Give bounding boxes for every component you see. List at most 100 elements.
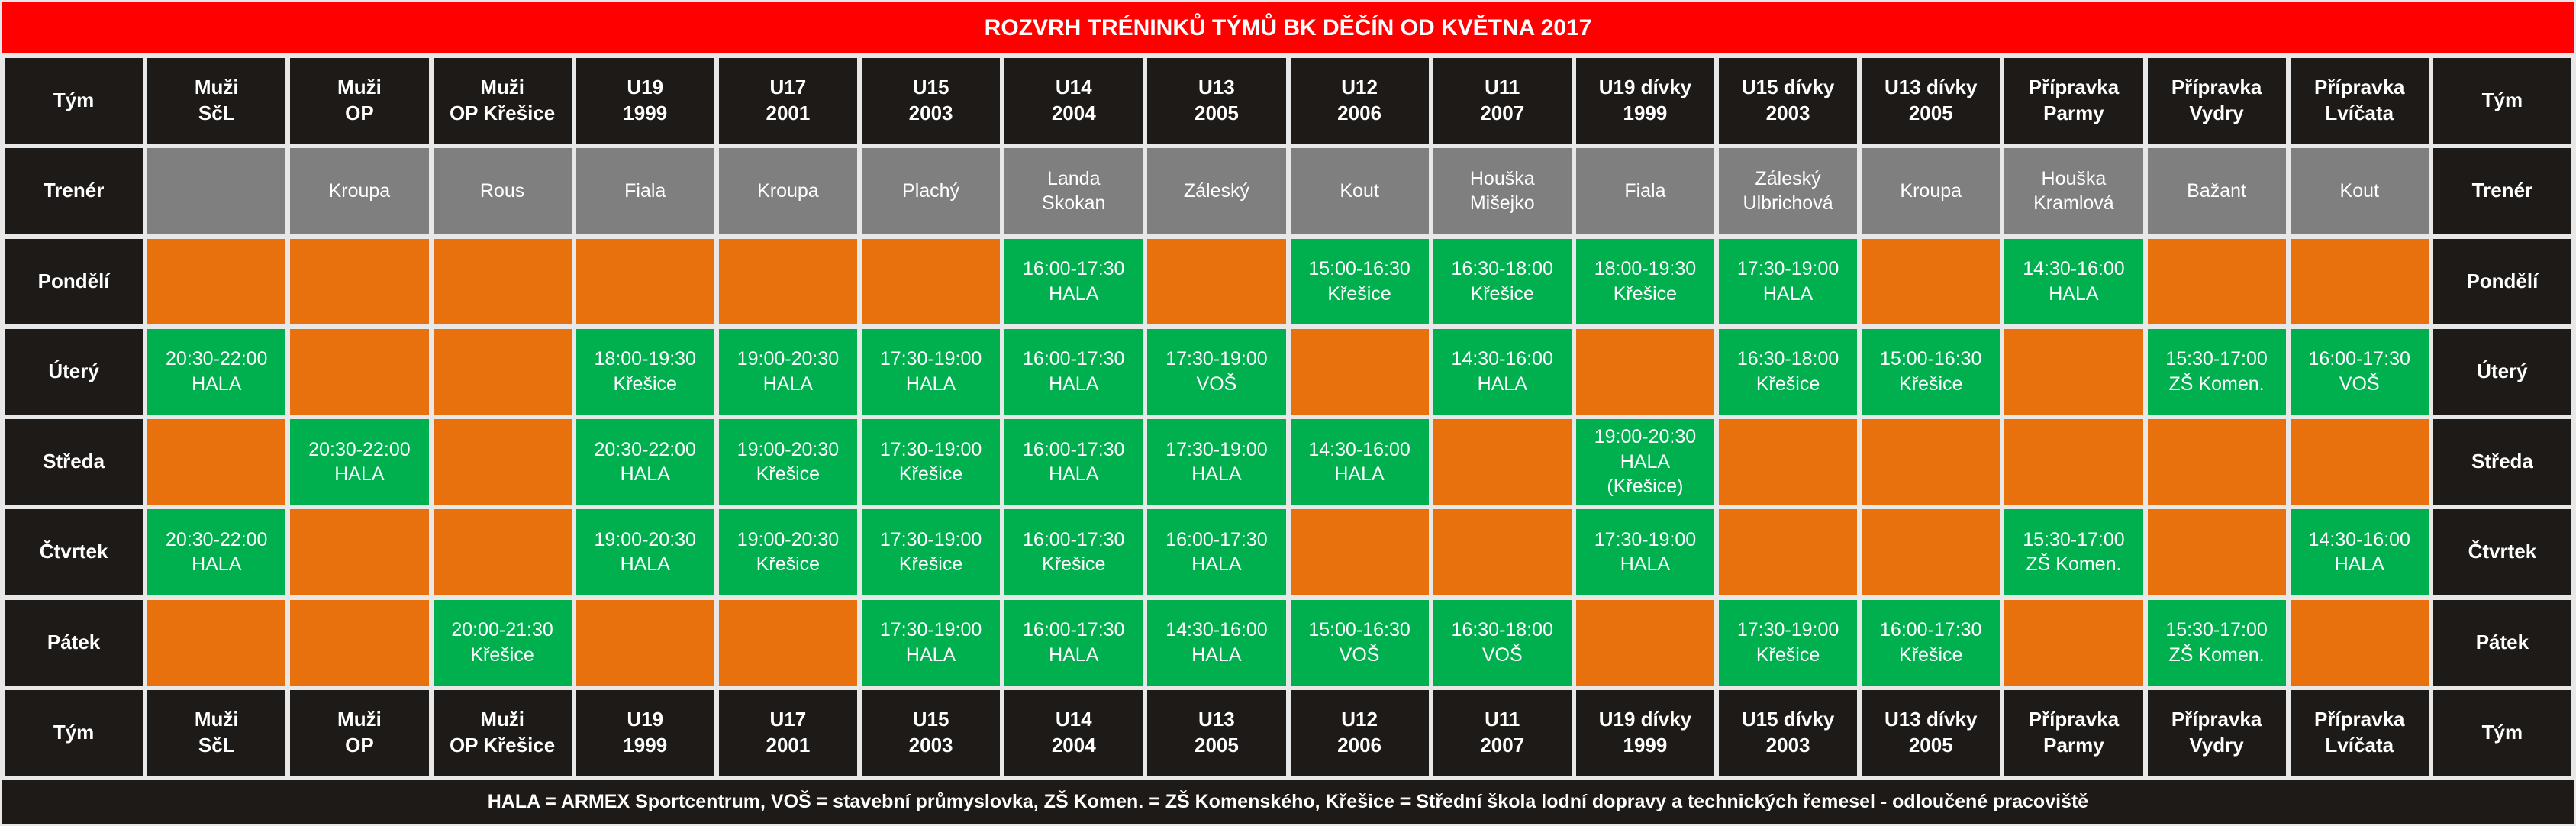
schedule-title: ROZVRH TRÉNINKŮ TÝMŮ BK DĚČÍN OD KVĚTNA … bbox=[0, 0, 2576, 53]
coach-row-label: Trenér bbox=[2433, 148, 2571, 234]
team-header-label: Tým bbox=[2433, 689, 2571, 776]
team-header-cell: U15 dívky 2003 bbox=[1719, 58, 1858, 144]
team-header-cell: Přípravka Vydry bbox=[2147, 689, 2286, 776]
team-header-cell: Muži SčL bbox=[147, 689, 286, 776]
team-header-cell: U19 dívky 1999 bbox=[1575, 58, 1714, 144]
team-header-cell: Muži OP Křešice bbox=[433, 58, 572, 144]
coach-cell: Plachý bbox=[862, 148, 1001, 234]
training-slot: 15:00-16:30 Křešice bbox=[1862, 328, 2001, 415]
day-label: Čtvrtek bbox=[2433, 509, 2571, 595]
day-label: Středa bbox=[2433, 419, 2571, 505]
empty-slot bbox=[575, 599, 714, 686]
team-header-cell: U15 2003 bbox=[862, 58, 1001, 144]
training-slot: 16:00-17:30 HALA bbox=[1004, 238, 1143, 324]
training-slot: 17:30-19:00 HALA bbox=[1575, 509, 1714, 595]
training-slot: 16:30-18:00 VOŠ bbox=[1433, 599, 1572, 686]
day-label: Čtvrtek bbox=[5, 509, 143, 595]
team-header-cell: U13 2005 bbox=[1147, 58, 1286, 144]
training-slot: 19:00-20:30 Křešice bbox=[718, 419, 857, 505]
training-slot: 17:30-19:00 VOŠ bbox=[1147, 328, 1286, 415]
coach-cell: Kroupa bbox=[718, 148, 857, 234]
legend: HALA = ARMEX Sportcentrum, VOŠ = stavebn… bbox=[0, 780, 2576, 826]
team-header-label: Tým bbox=[5, 58, 143, 144]
coach-row-label: Trenér bbox=[5, 148, 143, 234]
training-slot: 16:00-17:30 HALA bbox=[1147, 509, 1286, 595]
empty-slot bbox=[2147, 238, 2286, 324]
training-slot: 14:30-16:00 HALA bbox=[1290, 419, 1429, 505]
empty-slot bbox=[1862, 419, 2001, 505]
empty-slot bbox=[1290, 328, 1429, 415]
training-slot: 16:30-18:00 Křešice bbox=[1433, 238, 1572, 324]
training-slot: 18:00-19:30 Křešice bbox=[575, 328, 714, 415]
team-header-cell: U19 dívky 1999 bbox=[1575, 689, 1714, 776]
coach-cell: Fiala bbox=[1575, 148, 1714, 234]
training-slot: 20:30-22:00 HALA bbox=[290, 419, 429, 505]
team-header-cell: Muži SčL bbox=[147, 58, 286, 144]
empty-slot bbox=[433, 419, 572, 505]
training-slot: 17:30-19:00 Křešice bbox=[1719, 599, 1858, 686]
empty-slot bbox=[1862, 509, 2001, 595]
training-slot: 17:30-19:00 Křešice bbox=[862, 509, 1001, 595]
training-slot: 16:00-17:30 HALA bbox=[1004, 328, 1143, 415]
empty-slot bbox=[290, 599, 429, 686]
empty-slot bbox=[433, 328, 572, 415]
coach-cell: Záleský Ulbrichová bbox=[1719, 148, 1858, 234]
training-slot: 14:30-16:00 HALA bbox=[1147, 599, 1286, 686]
day-label: Pondělí bbox=[2433, 238, 2571, 324]
training-slot: 20:30-22:00 HALA bbox=[147, 328, 286, 415]
team-header-cell: U12 2006 bbox=[1290, 689, 1429, 776]
team-header-cell: U17 2001 bbox=[718, 689, 857, 776]
training-slot: 16:00-17:30 Křešice bbox=[1004, 509, 1143, 595]
empty-slot bbox=[433, 509, 572, 595]
training-slot: 19:00-20:30 HALA (Křešice) bbox=[1575, 419, 1714, 505]
training-slot: 17:30-19:00 HALA bbox=[1719, 238, 1858, 324]
empty-slot bbox=[2004, 599, 2143, 686]
empty-slot bbox=[147, 599, 286, 686]
training-slot: 14:30-16:00 HALA bbox=[2004, 238, 2143, 324]
team-header-cell: Muži OP bbox=[290, 58, 429, 144]
day-label: Pondělí bbox=[5, 238, 143, 324]
team-header-cell: U15 2003 bbox=[862, 689, 1001, 776]
empty-slot bbox=[2147, 509, 2286, 595]
coach-cell: Kout bbox=[1290, 148, 1429, 234]
team-header-cell: U13 2005 bbox=[1147, 689, 1286, 776]
training-slot: 16:30-18:00 Křešice bbox=[1719, 328, 1858, 415]
empty-slot bbox=[718, 238, 857, 324]
team-header-cell: Přípravka Parmy bbox=[2004, 58, 2143, 144]
training-slot: 15:30-17:00 ZŠ Komen. bbox=[2147, 599, 2286, 686]
empty-slot bbox=[147, 238, 286, 324]
empty-slot bbox=[1575, 599, 1714, 686]
team-header-cell: Přípravka Lvíčata bbox=[2290, 689, 2429, 776]
empty-slot bbox=[718, 599, 857, 686]
training-slot: 19:00-20:30 Křešice bbox=[718, 509, 857, 595]
coach-cell: Rous bbox=[433, 148, 572, 234]
team-header-cell: U14 2004 bbox=[1004, 58, 1143, 144]
training-slot: 16:00-17:30 Křešice bbox=[1862, 599, 2001, 686]
team-header-label: Tým bbox=[2433, 58, 2571, 144]
coach-cell bbox=[147, 148, 286, 234]
empty-slot bbox=[575, 238, 714, 324]
coach-cell: Kroupa bbox=[1862, 148, 2001, 234]
team-header-cell: U19 1999 bbox=[575, 689, 714, 776]
empty-slot bbox=[1147, 238, 1286, 324]
day-label: Pátek bbox=[5, 599, 143, 686]
training-slot: 20:30-22:00 HALA bbox=[575, 419, 714, 505]
empty-slot bbox=[1433, 509, 1572, 595]
empty-slot bbox=[1719, 509, 1858, 595]
team-header-cell: U13 dívky 2005 bbox=[1862, 689, 2001, 776]
empty-slot bbox=[290, 509, 429, 595]
day-label: Úterý bbox=[2433, 328, 2571, 415]
training-slot: 18:00-19:30 Křešice bbox=[1575, 238, 1714, 324]
day-label: Středa bbox=[5, 419, 143, 505]
training-slot: 15:30-17:00 ZŠ Komen. bbox=[2004, 509, 2143, 595]
team-header-cell: Přípravka Parmy bbox=[2004, 689, 2143, 776]
coach-cell: Landa Skokan bbox=[1004, 148, 1143, 234]
empty-slot bbox=[2290, 238, 2429, 324]
team-header-cell: U13 dívky 2005 bbox=[1862, 58, 2001, 144]
training-slot: 15:00-16:30 VOŠ bbox=[1290, 599, 1429, 686]
team-header-cell: U14 2004 bbox=[1004, 689, 1143, 776]
empty-slot bbox=[2004, 419, 2143, 505]
training-slot: 14:30-16:00 HALA bbox=[1433, 328, 1572, 415]
empty-slot bbox=[1290, 509, 1429, 595]
empty-slot bbox=[1719, 419, 1858, 505]
